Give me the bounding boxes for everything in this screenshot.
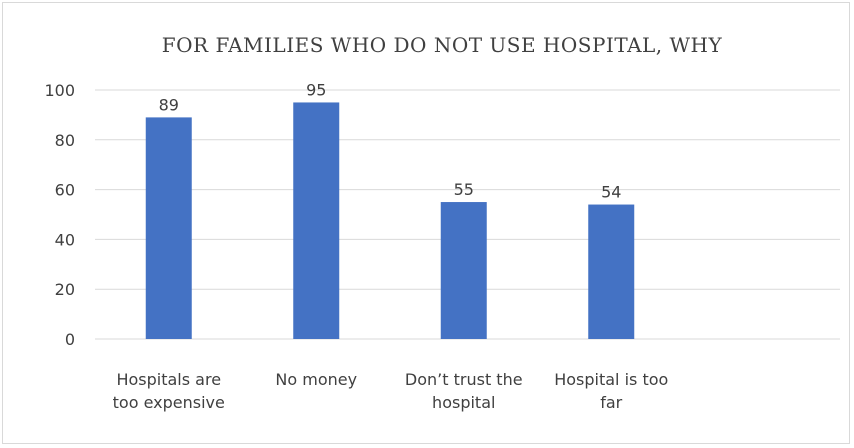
category-label-line: too expensive bbox=[113, 393, 225, 412]
bar bbox=[588, 204, 635, 339]
y-tick-label: 60 bbox=[55, 181, 75, 200]
category-label-line: hospital bbox=[432, 393, 495, 412]
y-tick-label: 20 bbox=[55, 280, 75, 299]
data-labels: 89 95 55 54 bbox=[159, 80, 622, 201]
data-label: 55 bbox=[454, 180, 474, 199]
gridlines bbox=[95, 89, 840, 340]
data-label: 54 bbox=[601, 183, 621, 202]
y-tick-label: 100 bbox=[44, 81, 75, 100]
chart-title: FOR FAMILIES WHO DO NOT USE HOSPITAL, WH… bbox=[162, 33, 723, 57]
y-axis-ticks: 0 20 40 60 80 100 bbox=[44, 81, 75, 349]
bar bbox=[440, 202, 487, 339]
data-label: 95 bbox=[306, 80, 326, 99]
y-tick-label: 0 bbox=[65, 330, 75, 349]
category-label: Hospitals are too expensive bbox=[113, 370, 225, 412]
x-axis-categories: Hospitals are too expensive No money Don’t … bbox=[113, 370, 669, 412]
bars bbox=[145, 102, 635, 339]
category-label: Don’t trust the hospital bbox=[405, 370, 523, 412]
category-label-line: Don’t trust the bbox=[405, 370, 523, 389]
data-label: 89 bbox=[159, 95, 179, 114]
category-label: No money bbox=[275, 370, 357, 389]
bar bbox=[145, 117, 192, 339]
category-label-line: far bbox=[600, 393, 622, 412]
bar bbox=[293, 102, 340, 339]
category-label-line: Hospital is too bbox=[554, 370, 668, 389]
category-label-line: No money bbox=[275, 370, 357, 389]
category-label-line: Hospitals are bbox=[116, 370, 221, 389]
y-tick-label: 80 bbox=[55, 131, 75, 150]
y-tick-label: 40 bbox=[55, 230, 75, 249]
category-label: Hospital is too far bbox=[554, 370, 668, 412]
chart-frame bbox=[2, 2, 850, 444]
